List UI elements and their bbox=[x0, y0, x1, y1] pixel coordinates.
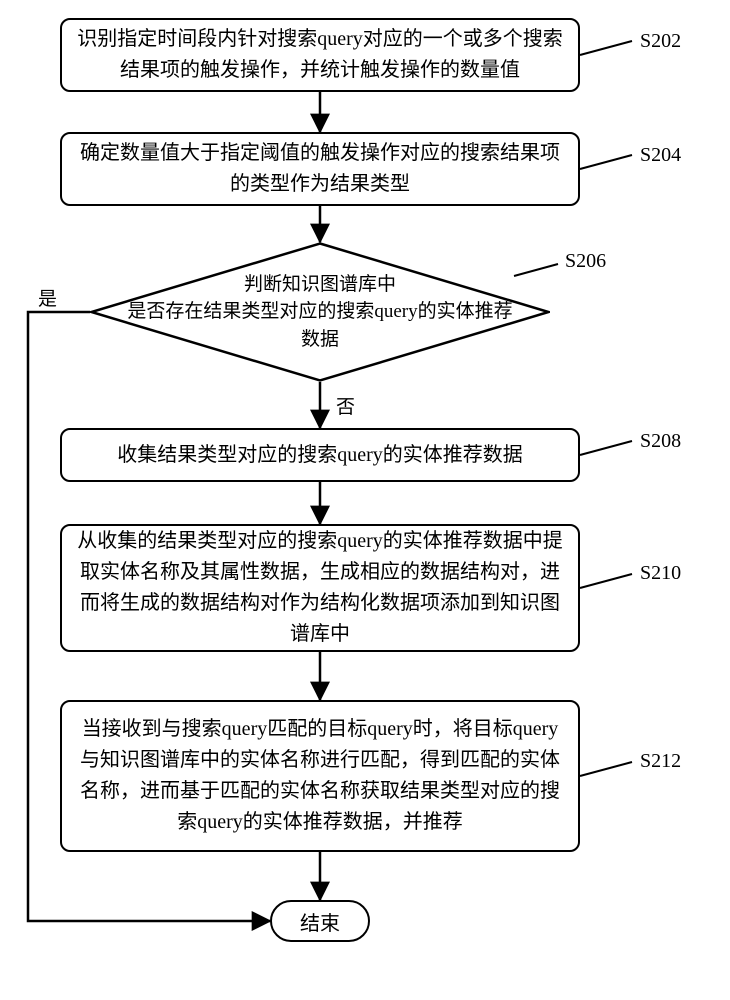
step-s202-text: 识别指定时间段内针对搜索query对应的一个或多个搜索结果项的触发操作，并统计触… bbox=[76, 24, 564, 86]
step-s204-text: 确定数量值大于指定阈值的触发操作对应的搜索结果项的类型作为结果类型 bbox=[76, 138, 564, 200]
label-s212: S212 bbox=[640, 750, 681, 773]
label-s210: S210 bbox=[640, 562, 681, 585]
branch-yes: 是 bbox=[38, 284, 57, 311]
branch-no: 否 bbox=[336, 392, 355, 419]
step-s210-text: 从收集的结果类型对应的搜索query的实体推荐数据中提取实体名称及其属性数据，生… bbox=[76, 526, 564, 650]
label-s202: S202 bbox=[640, 30, 681, 53]
step-s202: 识别指定时间段内针对搜索query对应的一个或多个搜索结果项的触发操作，并统计触… bbox=[60, 18, 580, 92]
step-s208-text: 收集结果类型对应的搜索query的实体推荐数据 bbox=[117, 440, 523, 471]
label-s204: S204 bbox=[640, 144, 681, 167]
label-s208: S208 bbox=[640, 430, 681, 453]
step-s204: 确定数量值大于指定阈值的触发操作对应的搜索结果项的类型作为结果类型 bbox=[60, 132, 580, 206]
terminator-end: 结束 bbox=[270, 900, 370, 942]
step-s212-text: 当接收到与搜索query匹配的目标query时，将目标query与知识图谱库中的… bbox=[76, 714, 564, 838]
flowchart-canvas: 识别指定时间段内针对搜索query对应的一个或多个搜索结果项的触发操作，并统计触… bbox=[0, 0, 730, 1000]
decision-s206-text: 判断知识图谱库中 是否存在结果类型对应的搜索query的实体推荐数据 bbox=[120, 271, 520, 354]
decision-s206: 判断知识图谱库中 是否存在结果类型对应的搜索query的实体推荐数据 bbox=[90, 242, 550, 382]
step-s208: 收集结果类型对应的搜索query的实体推荐数据 bbox=[60, 428, 580, 482]
terminator-end-text: 结束 bbox=[300, 907, 340, 936]
label-s206: S206 bbox=[565, 250, 606, 273]
step-s210: 从收集的结果类型对应的搜索query的实体推荐数据中提取实体名称及其属性数据，生… bbox=[60, 524, 580, 652]
step-s212: 当接收到与搜索query匹配的目标query时，将目标query与知识图谱库中的… bbox=[60, 700, 580, 852]
